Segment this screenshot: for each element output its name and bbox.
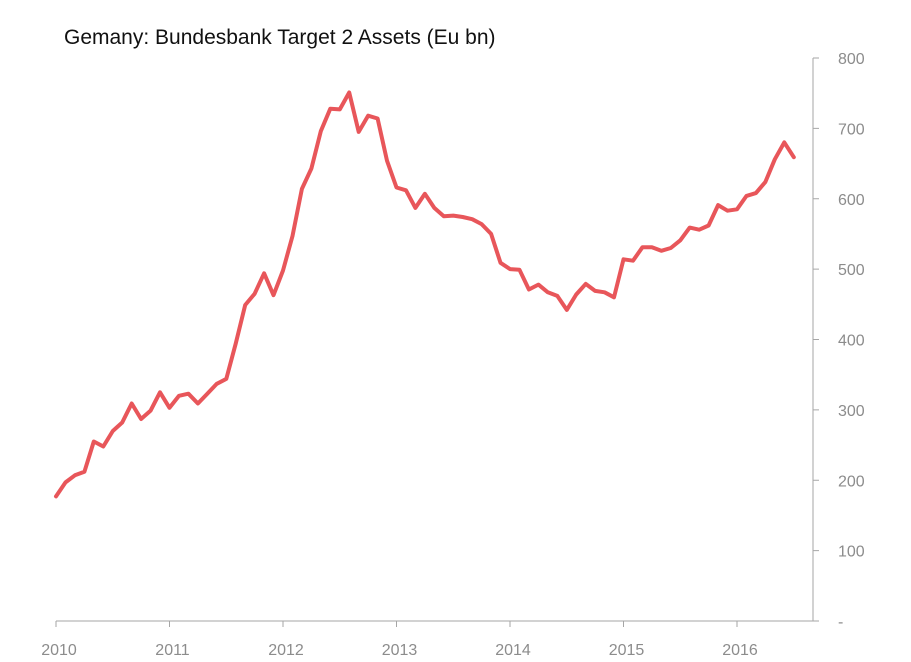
series-line <box>54 90 796 499</box>
y-tick-label: - <box>838 614 843 631</box>
y-tick-label: 800 <box>838 51 865 68</box>
y-tick-label: 600 <box>838 192 865 209</box>
y-tick-label: 700 <box>838 121 865 138</box>
x-tick-label: 2015 <box>609 642 645 659</box>
x-tick-label: 2012 <box>268 642 304 659</box>
y-tick-label: 200 <box>838 473 865 490</box>
x-tick-label: 2016 <box>722 642 758 659</box>
y-tick-label: 500 <box>838 262 865 279</box>
y-tick-label: 300 <box>838 403 865 420</box>
x-tick-label: 2011 <box>155 642 190 659</box>
chart-title: Gemany: Bundesbank Target 2 Assets (Eu b… <box>64 26 496 49</box>
y-tick-label: 100 <box>838 544 865 561</box>
y-tick-label: 400 <box>838 333 865 350</box>
x-tick-label: 2010 <box>41 642 77 659</box>
x-tick-label: 2014 <box>495 642 531 659</box>
x-tick-label: 2013 <box>382 642 418 659</box>
